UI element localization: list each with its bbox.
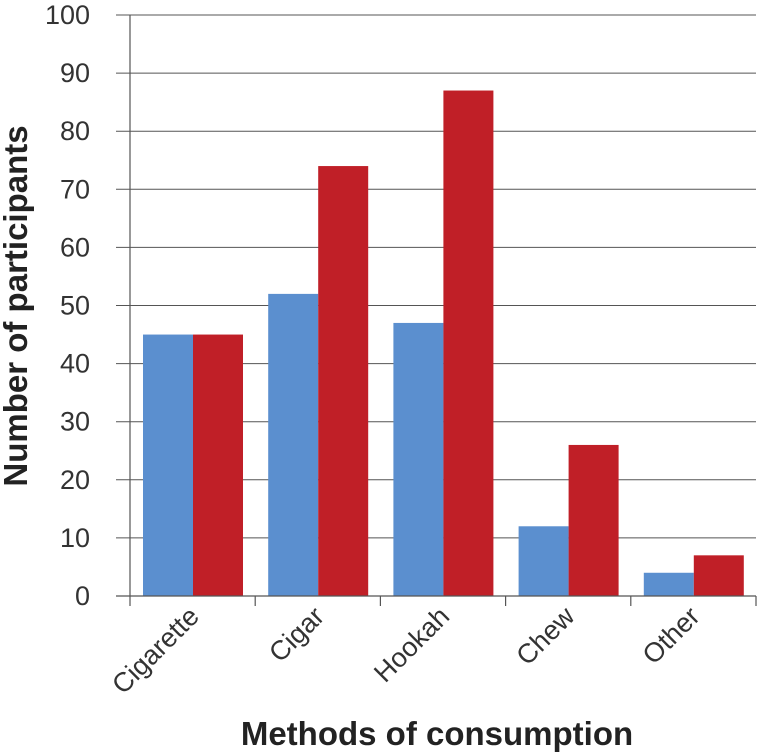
x-category-label: Hookah — [368, 601, 455, 688]
y-tick-label: 60 — [60, 232, 90, 262]
bar-other-series-2 — [693, 555, 744, 596]
bars — [143, 90, 744, 596]
y-tick-label: 20 — [60, 465, 90, 495]
y-tick-label: 70 — [60, 174, 90, 204]
x-category-label: Other — [637, 601, 706, 670]
y-tick-label: 80 — [60, 116, 90, 146]
bar-hookah-series-1 — [393, 322, 444, 596]
x-category-label: Cigarette — [106, 601, 205, 700]
bar-other-series-1 — [643, 572, 694, 596]
bar-cigarette-series-2 — [193, 334, 243, 596]
axes — [116, 15, 757, 606]
y-tick-labels: 0 10 20 30 40 50 60 70 80 90 100 — [45, 0, 90, 611]
y-tick-label: 40 — [60, 349, 90, 379]
y-tick-label: 0 — [75, 581, 90, 611]
y-tick-label: 10 — [60, 523, 90, 553]
bar-cigarette-series-1 — [143, 334, 193, 596]
y-axis-title: Number of participants — [0, 125, 34, 486]
x-axis-title: Methods of consumption — [241, 715, 633, 752]
x-category-labels: Cigarette Cigar Hookah Chew Other — [106, 601, 705, 700]
bar-hookah-series-2 — [443, 90, 494, 596]
y-tick-label: 50 — [60, 291, 90, 321]
y-tick-label: 100 — [45, 0, 90, 30]
bar-chew-series-2 — [568, 444, 619, 596]
x-category-label: Cigar — [263, 601, 330, 668]
y-tick-label: 30 — [60, 407, 90, 437]
bar-chew-series-1 — [518, 526, 569, 596]
x-category-label: Chew — [510, 601, 580, 671]
bar-cigar-series-1 — [268, 293, 319, 596]
bar-cigar-series-2 — [318, 166, 369, 596]
y-tick-label: 90 — [60, 58, 90, 88]
